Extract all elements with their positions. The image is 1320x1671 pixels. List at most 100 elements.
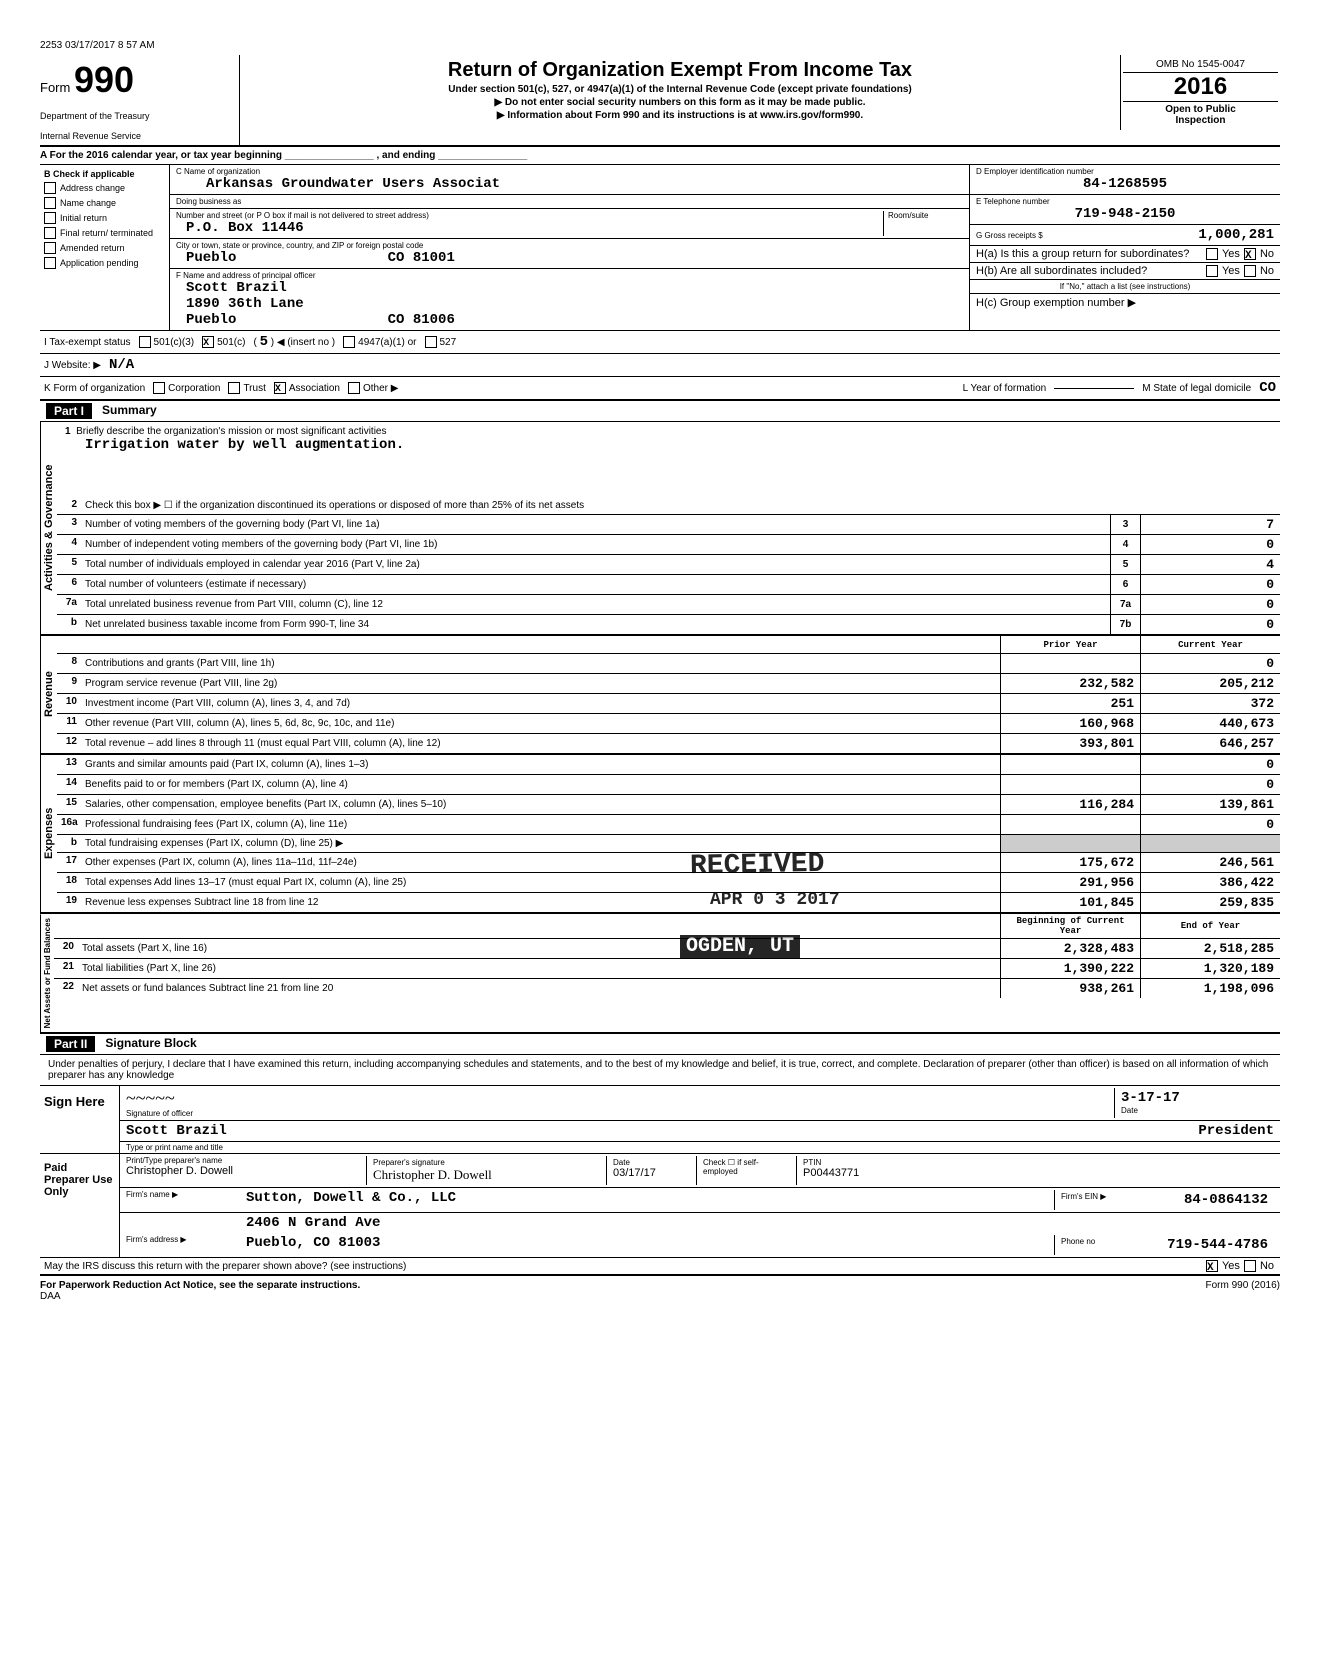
ck-initial-return[interactable]: Initial return (44, 212, 165, 224)
form-header: Form 990 Department of the Treasury Inte… (40, 55, 1280, 147)
section-revenue: Revenue Prior YearCurrent Year 8Contribu… (40, 636, 1280, 755)
discuss-no-box[interactable] (1244, 1260, 1256, 1272)
sign-here-row: Sign Here ~~~~~ Signature of officer 3-1… (40, 1086, 1280, 1154)
l16b: Total fundraising expenses (Part IX, col… (81, 835, 1000, 852)
l12: Total revenue – add lines 8 through 11 (… (81, 734, 1000, 753)
l14: Benefits paid to or for members (Part IX… (81, 775, 1000, 794)
officer-addr: 1890 36th Lane (176, 296, 963, 312)
hb-label: H(b) Are all subordinates included? (976, 265, 1202, 277)
l10-c: 372 (1140, 694, 1280, 713)
hb-yes-box[interactable] (1206, 265, 1218, 277)
org-name: Arkansas Groundwater Users Associat (176, 176, 963, 192)
ck-4947[interactable] (343, 336, 355, 348)
sig-date: 3-17-17 (1121, 1090, 1268, 1106)
phone: 719-948-2150 (976, 206, 1274, 222)
footer-right: Form 990 (2016) (1206, 1280, 1280, 1302)
discuss-yes-box[interactable]: X (1206, 1260, 1218, 1272)
l11: Other revenue (Part VIII, column (A), li… (81, 714, 1000, 733)
firm-name: Sutton, Dowell & Co., LLC (246, 1190, 1054, 1210)
l19-p: 101,845 (1000, 893, 1140, 912)
footer-left: For Paperwork Reduction Act Notice, see … (40, 1280, 360, 1291)
col-c: C Name of organization Arkansas Groundwa… (170, 165, 970, 330)
current-year-hdr: Current Year (1140, 636, 1280, 653)
officer-signature: ~~~~~ (126, 1088, 1114, 1109)
l8: Contributions and grants (Part VIII, lin… (81, 654, 1000, 673)
ck-assoc[interactable]: X (274, 382, 286, 394)
ptin-label: PTIN (803, 1158, 1268, 1167)
ck-trust[interactable] (228, 382, 240, 394)
ck-501c3[interactable] (139, 336, 151, 348)
ck-address-change[interactable]: Address change (44, 182, 165, 194)
l8-p (1000, 654, 1140, 673)
ptin: P00443771 (803, 1167, 1268, 1179)
l9-c: 205,212 (1140, 674, 1280, 693)
l4-val: 0 (1140, 535, 1280, 554)
paid-preparer-row: Paid Preparer Use Only Print/Type prepar… (40, 1154, 1280, 1258)
l20-c: 2,518,285 (1140, 939, 1280, 958)
l7a: Total unrelated business revenue from Pa… (81, 595, 1110, 614)
firm-phone-label: Phone no (1061, 1237, 1095, 1253)
l15: Salaries, other compensation, employee b… (81, 795, 1000, 814)
ha-no-box[interactable]: X (1244, 248, 1256, 260)
tab-net: Net Assets or Fund Balances (40, 914, 54, 1032)
firm-ein-label: Firm's EIN ▶ (1061, 1192, 1106, 1208)
phone-label: E Telephone number (976, 197, 1274, 206)
l16a-p (1000, 815, 1140, 834)
l13-c: 0 (1140, 755, 1280, 774)
yof-label: L Year of formation (963, 383, 1047, 394)
l13: Grants and similar amounts paid (Part IX… (81, 755, 1000, 774)
ck-amended[interactable]: Amended return (44, 242, 165, 254)
form-title: Return of Organization Exempt From Incom… (250, 59, 1110, 82)
ck-final-return[interactable]: Final return/ terminated (44, 227, 165, 239)
l22-p: 938,261 (1000, 979, 1140, 998)
l17-p: 175,672 (1000, 853, 1140, 872)
form-sub3: ▶ Information about Form 990 and its ins… (250, 110, 1110, 121)
l1-val: Irrigation water by well augmentation. (65, 437, 1272, 453)
ck-app-pending[interactable]: Application pending (44, 257, 165, 269)
l7b-val: 0 (1140, 615, 1280, 634)
l21-c: 1,320,189 (1140, 959, 1280, 978)
ha-yes-box[interactable] (1206, 248, 1218, 260)
block-bcd: B Check if applicable Address change Nam… (40, 165, 1280, 331)
form-subtitle: Under section 501(c), 527, or 4947(a)(1)… (250, 84, 1110, 95)
ck-name-change[interactable]: Name change (44, 197, 165, 209)
self-emp[interactable]: Check ☐ if self-employed (696, 1156, 796, 1185)
l8-c: 0 (1140, 654, 1280, 673)
row-a: A For the 2016 calendar year, or tax yea… (40, 147, 1280, 165)
ck-501c[interactable]: X (202, 336, 214, 348)
ck-other[interactable] (348, 382, 360, 394)
l12-c: 646,257 (1140, 734, 1280, 753)
l9-p: 232,582 (1000, 674, 1140, 693)
l5: Total number of individuals employed in … (81, 555, 1110, 574)
l10: Investment income (Part VIII, column (A)… (81, 694, 1000, 713)
l4: Number of independent voting members of … (81, 535, 1110, 554)
l11-c: 440,673 (1140, 714, 1280, 733)
prep-name: Christopher D. Dowell (126, 1165, 366, 1177)
l18-p: 291,956 (1000, 873, 1140, 892)
ck-corp[interactable] (153, 382, 165, 394)
state-label: M State of legal domicile (1142, 383, 1251, 394)
l15-p: 116,284 (1000, 795, 1140, 814)
city: Pueblo CO 81001 (176, 250, 963, 266)
l20: Total assets (Part X, line 16) (78, 939, 1000, 958)
prep-date: 03/17/17 (613, 1167, 690, 1179)
l15-c: 139,861 (1140, 795, 1280, 814)
end-hdr: End of Year (1140, 914, 1280, 938)
l18-c: 386,422 (1140, 873, 1280, 892)
firm-addr-label: Firm's address ▶ (126, 1235, 246, 1255)
date-label: Date (1121, 1106, 1268, 1115)
firm-label: Firm's name ▶ (126, 1190, 246, 1210)
l17-c: 246,561 (1140, 853, 1280, 872)
prep-date-label: Date (613, 1158, 690, 1167)
officer-name: Scott Brazil (126, 1123, 227, 1139)
l16a-c: 0 (1140, 815, 1280, 834)
l19-c: 259,835 (1140, 893, 1280, 912)
gross-label: G Gross receipts $ (976, 231, 1043, 240)
ck-527[interactable] (425, 336, 437, 348)
l6: Total number of volunteers (estimate if … (81, 575, 1110, 594)
col-b: B Check if applicable Address change Nam… (40, 165, 170, 330)
sign-here: Sign Here (40, 1086, 120, 1153)
hb-no-box[interactable] (1244, 265, 1256, 277)
name-label: Type or print name and title (120, 1142, 1280, 1153)
l9: Program service revenue (Part VIII, line… (81, 674, 1000, 693)
